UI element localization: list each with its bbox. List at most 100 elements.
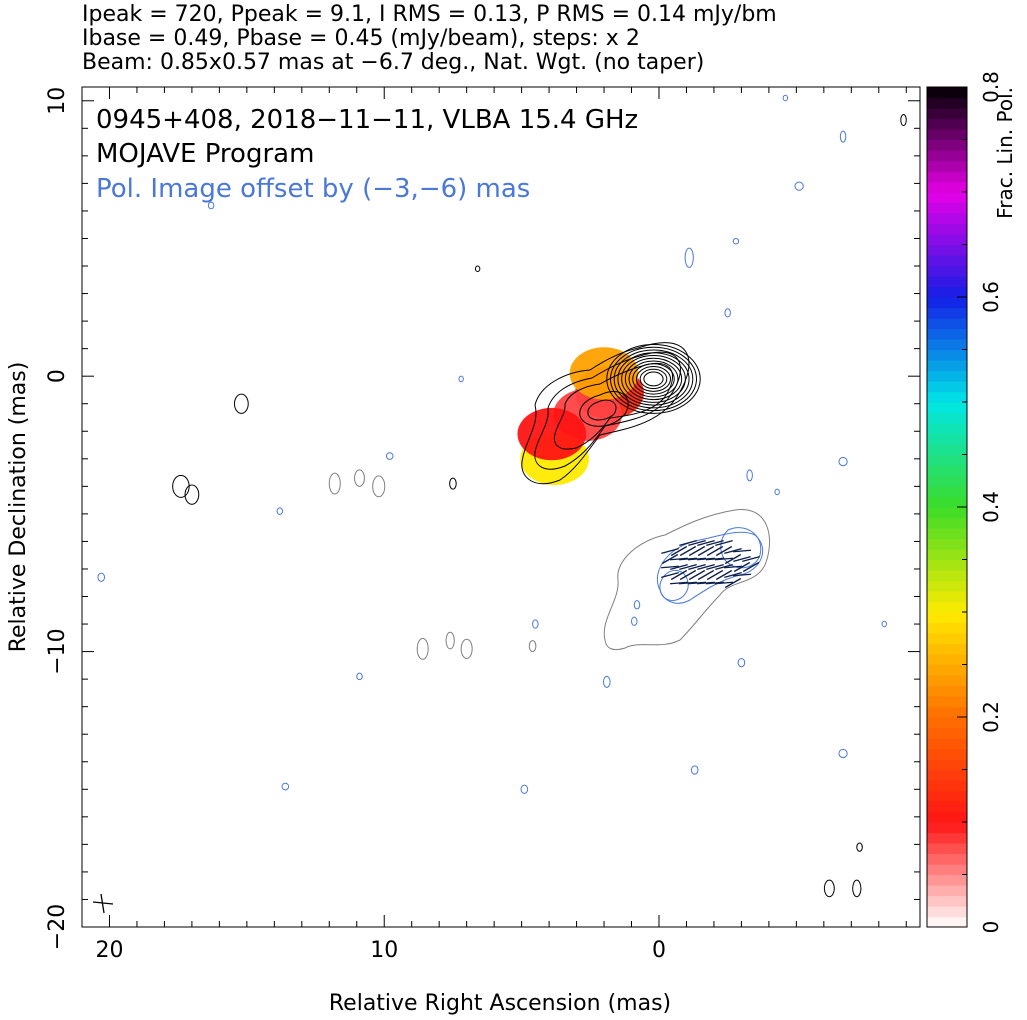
colorbar-cell (927, 769, 967, 781)
colorbar-cell (927, 822, 967, 834)
frac-pol-region (517, 407, 587, 461)
stokes-i-core-contour (621, 355, 686, 403)
evpa-tick (661, 572, 679, 578)
stokes-i-jet-contour (553, 362, 673, 450)
evpa-tick (679, 540, 697, 546)
noise-contour (732, 237, 740, 245)
noise-contour (602, 675, 611, 688)
colorbar-cell (927, 885, 967, 897)
stokes-i-jet-contour (587, 399, 617, 421)
evpa-tick (724, 577, 742, 589)
y-tick-label: −20 (45, 904, 70, 950)
noise-contour (184, 484, 200, 505)
colorbar-cell (927, 874, 967, 886)
colorbar-cell (927, 780, 967, 792)
evpa-tick (715, 564, 733, 570)
noise-contour (385, 452, 394, 460)
noise-contour (839, 130, 847, 143)
colorbar-cell (927, 318, 967, 330)
colorbar-cell (927, 412, 967, 424)
noise-contour (520, 784, 529, 794)
evpa-tick (715, 569, 733, 581)
evpa-tick (687, 557, 707, 561)
noise-contour (233, 393, 249, 414)
colorbar-cell (927, 276, 967, 288)
source-title: 0945+408, 2018−11−11, VLBA 15.4 GHz (96, 105, 638, 135)
colorbar-cell (927, 349, 967, 361)
x-tick-label: 20 (95, 938, 123, 963)
noise-contour (838, 456, 848, 467)
noise-contour (852, 879, 862, 898)
colorbar-cell (927, 612, 967, 624)
pol-offset-note: Pol. Image offset by (−3,−6) mas (96, 174, 530, 204)
colorbar-cell (927, 496, 967, 508)
colorbar-tick-label: 0.4 (979, 491, 1003, 523)
colorbar-cell (927, 202, 967, 214)
colorbar-cell (927, 759, 967, 771)
colorbar-tick-label: 0.8 (979, 71, 1003, 103)
evpa-tick (687, 581, 707, 585)
evpa-tick (688, 564, 706, 570)
colorbar-cell (927, 738, 967, 750)
noise-contour (458, 375, 464, 383)
colorbar-ticks: 0 0.2 0.4 0.6 0.8 (957, 71, 1003, 933)
noise-contour (794, 181, 804, 191)
colorbar-cell (927, 360, 967, 372)
frac-pol-region (569, 347, 639, 400)
evpa-tick (733, 556, 751, 562)
evpa-tick (660, 565, 680, 569)
colorbar-cell (927, 234, 967, 246)
colorbar-cell (927, 801, 967, 813)
evpa-tick (661, 548, 679, 554)
colorbar-cell (927, 307, 967, 319)
noise-contour (328, 472, 341, 495)
noise-contour (724, 308, 731, 318)
evpa-tick (715, 545, 733, 557)
x-tick-label: 10 (370, 938, 398, 963)
colorbar-cell (927, 118, 967, 130)
noise-contour (769, 87, 774, 88)
colorbar-cell (927, 213, 967, 225)
noise-contour (532, 619, 539, 629)
y-axis-title: Relative Declination (mas) (6, 362, 31, 653)
colorbar-tick-label: 0.6 (979, 281, 1003, 313)
colorbar-cell (927, 391, 967, 403)
evpa-tick (714, 557, 734, 561)
y-tick-label: −10 (45, 628, 70, 674)
colorbar-cell (927, 160, 967, 172)
colorbar-cell (927, 811, 967, 823)
colorbar-cell (927, 265, 967, 277)
evpa-tick (697, 545, 715, 557)
colorbar-cell (927, 843, 967, 855)
stokes-i-core-contour (632, 363, 675, 395)
colorbar-tick-label: 0 (979, 921, 1003, 934)
noise-contour (449, 477, 457, 490)
colorbar-cell (927, 654, 967, 666)
colorbar-cell (927, 139, 967, 151)
noise-contour (881, 620, 887, 628)
colorbar-cell (927, 223, 967, 235)
evpa-tick (742, 561, 760, 573)
pol-intensity-contour (603, 509, 771, 651)
colorbar-cell (927, 454, 967, 466)
evpa-tick (723, 565, 743, 569)
stokes-i-core-contour (613, 349, 694, 409)
evpa-tick (678, 557, 698, 561)
colorbar-cell (927, 570, 967, 582)
evpa-tick (696, 557, 716, 561)
evpa-tick (696, 581, 716, 585)
colorbar-cell (927, 528, 967, 540)
x-tick-label: 0 (652, 938, 666, 963)
colorbar-cell (927, 538, 967, 550)
noise-contour (737, 657, 746, 668)
colorbar-cell (927, 370, 967, 382)
map-content (97, 87, 907, 898)
noise-contour (172, 474, 190, 498)
colorbar-cell (927, 895, 967, 907)
evpa-tick (733, 561, 751, 573)
colorbar-cell (927, 423, 967, 435)
colorbar-cell (927, 181, 967, 193)
noise-contour (460, 638, 473, 659)
colorbar-cell (927, 97, 967, 109)
evpa-tick (732, 549, 752, 553)
